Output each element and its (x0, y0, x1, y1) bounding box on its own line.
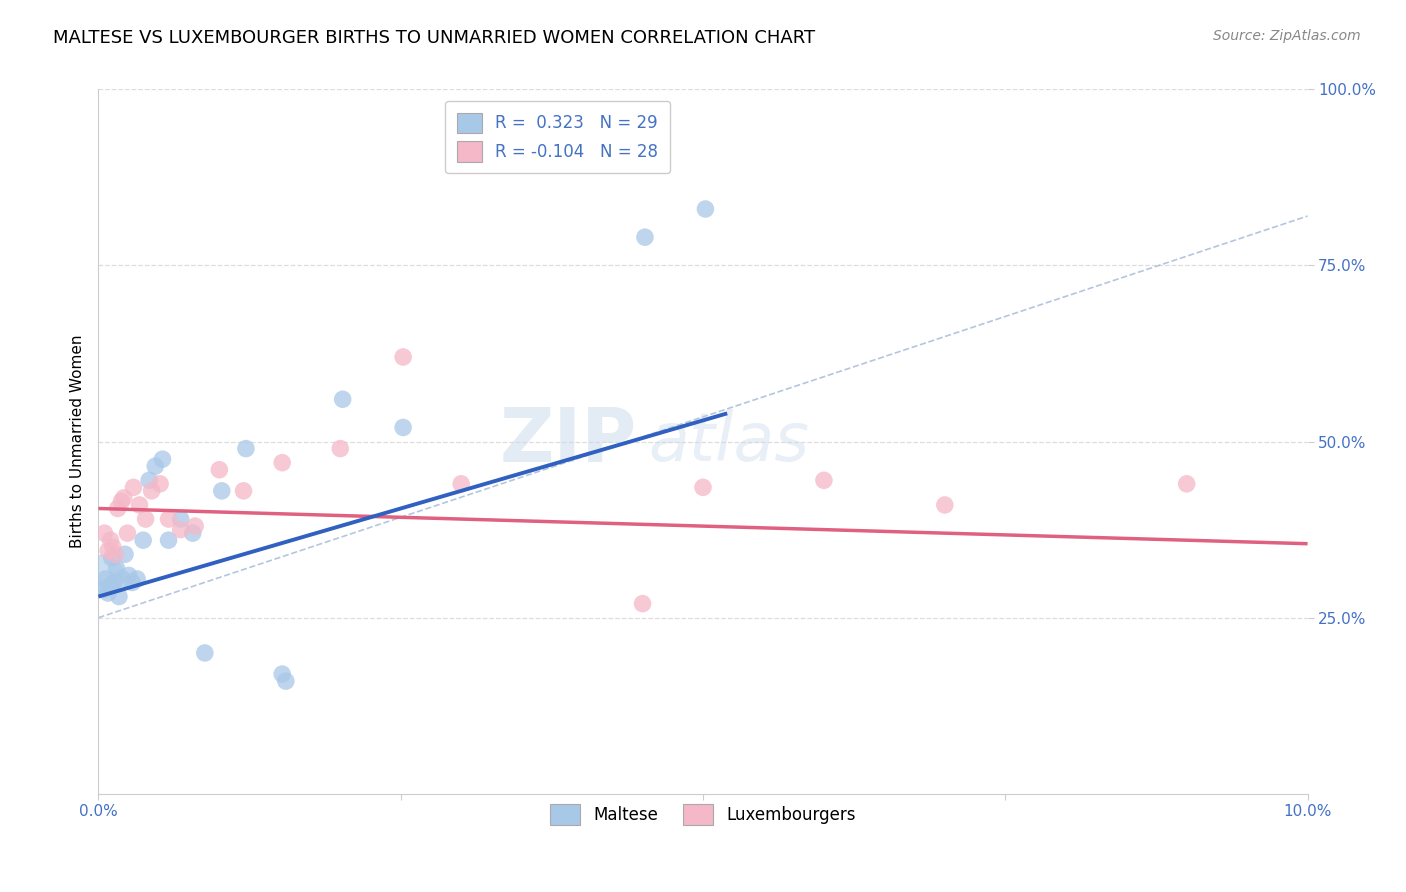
Point (271, 667, 294, 681)
Point (135, 512, 157, 526)
Point (1175, 476, 1198, 491)
Point (169, 512, 191, 526)
Point (108, 590, 131, 604)
Point (100, 579, 122, 593)
Point (141, 483, 163, 498)
Point (100, 550, 122, 565)
Point (118, 568, 141, 582)
Point (152, 452, 174, 467)
Point (128, 498, 150, 512)
Point (392, 350, 415, 364)
Point (194, 646, 217, 660)
Point (91, 582, 114, 597)
Point (157, 512, 180, 526)
Point (181, 526, 204, 541)
Point (631, 597, 654, 611)
Text: ZIP: ZIP (499, 405, 637, 478)
Point (692, 480, 714, 494)
Point (329, 442, 352, 456)
Point (695, 202, 717, 216)
Point (104, 547, 127, 561)
Point (274, 674, 297, 689)
Point (97, 586, 120, 600)
Point (450, 476, 472, 491)
Point (91, 568, 114, 582)
Point (157, 533, 180, 548)
Text: MALTESE VS LUXEMBOURGER BIRTHS TO UNMARRIED WOMEN CORRELATION CHART: MALTESE VS LUXEMBOURGER BIRTHS TO UNMARR… (53, 29, 815, 46)
Text: Source: ZipAtlas.com: Source: ZipAtlas.com (1213, 29, 1361, 43)
Point (105, 561, 128, 575)
Point (112, 491, 135, 505)
Point (111, 572, 134, 586)
Point (103, 575, 125, 590)
Point (110, 494, 132, 508)
Point (132, 533, 155, 548)
Point (149, 476, 172, 491)
Point (208, 463, 231, 477)
Point (184, 519, 207, 533)
Point (813, 473, 835, 487)
Point (232, 483, 254, 498)
Point (934, 498, 956, 512)
Point (117, 526, 139, 541)
Point (101, 540, 124, 554)
Point (93, 526, 115, 541)
Y-axis label: Births to Unmarried Women: Births to Unmarried Women (69, 334, 84, 549)
Point (100, 533, 122, 548)
Point (634, 230, 657, 244)
Point (94, 572, 117, 586)
Point (392, 420, 415, 434)
Point (107, 501, 129, 516)
Point (169, 523, 191, 537)
Point (235, 442, 257, 456)
Legend: Maltese, Luxembourgers: Maltese, Luxembourgers (543, 797, 863, 831)
Text: atlas: atlas (648, 409, 810, 475)
Point (143, 459, 166, 474)
Point (127, 572, 149, 586)
Point (121, 575, 143, 590)
Point (122, 480, 145, 494)
Point (211, 483, 233, 498)
Point (271, 456, 294, 470)
Point (114, 547, 136, 561)
Point (138, 473, 160, 487)
Point (97, 543, 120, 558)
Point (332, 392, 354, 407)
